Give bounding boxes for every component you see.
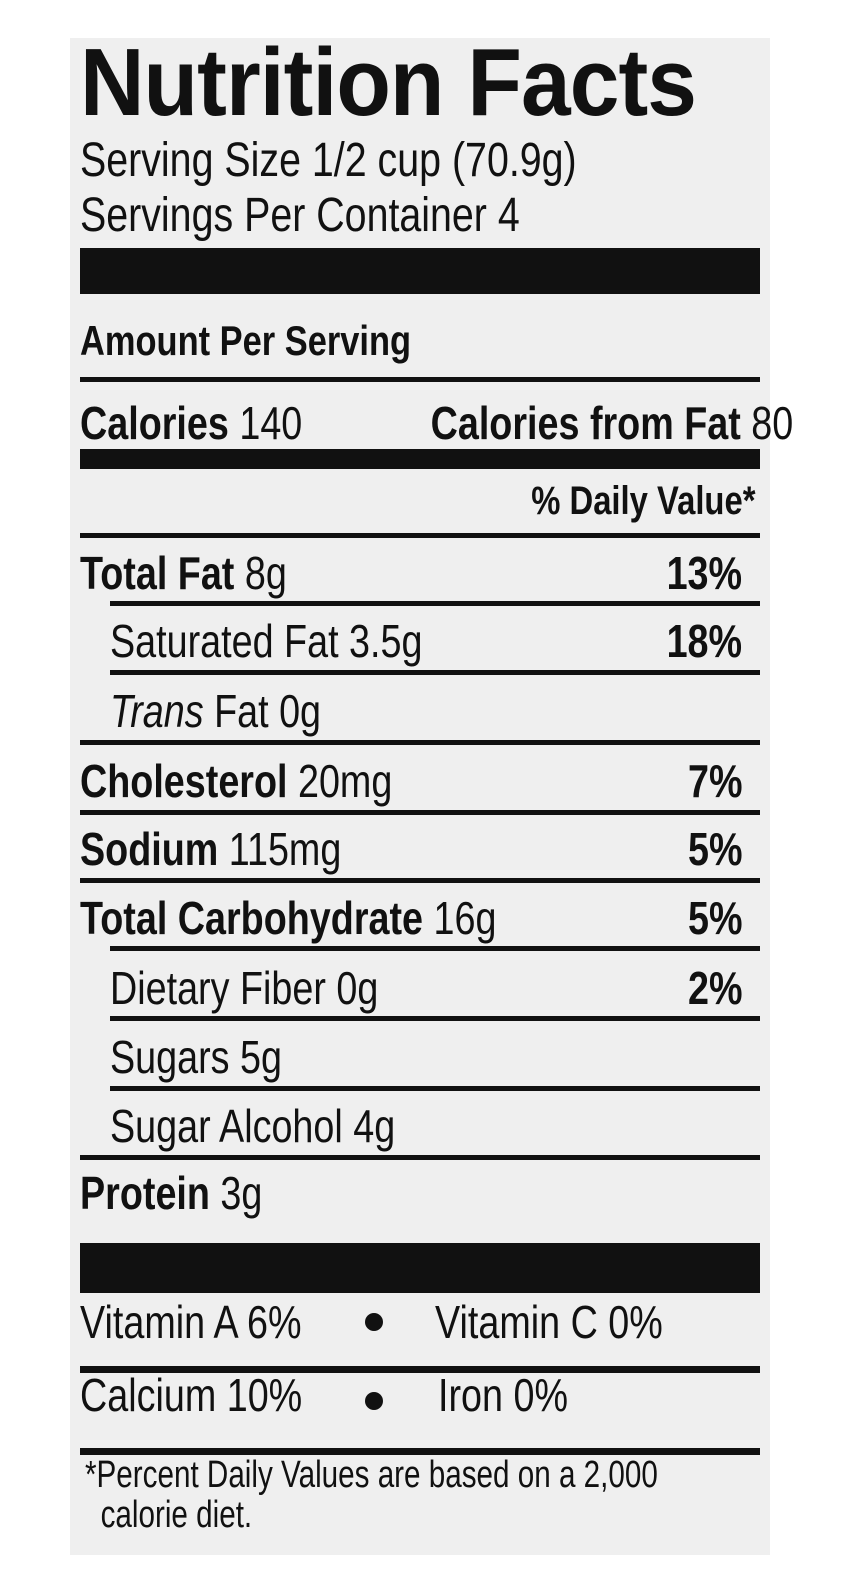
calories-fat: Calories from Fat 80 bbox=[431, 390, 794, 456]
calories-fat-label: Calories from Fat bbox=[430, 397, 741, 449]
nutrient-row-sodium: Sodium 115mg 5% bbox=[80, 816, 760, 882]
nutrient-label: Sugars bbox=[110, 1031, 230, 1083]
medium-divider bbox=[80, 449, 760, 469]
nutrient-amount: 3g bbox=[220, 1167, 263, 1219]
nutrient-label: Total Carbohydrate bbox=[80, 892, 424, 944]
nutrient-name: Cholesterol 20mg bbox=[80, 748, 392, 814]
serving-size-text: Serving Size 1/2 cup (70.9g) bbox=[80, 134, 577, 187]
nutrient-amount: 16g bbox=[433, 892, 497, 944]
vitamin-left: Vitamin A 6% bbox=[80, 1296, 302, 1348]
nutrient-dv: 2% bbox=[687, 962, 742, 1014]
calories-label: Calories bbox=[80, 397, 229, 449]
nutrient-row-sugars: Sugars 5g bbox=[80, 1024, 760, 1090]
nutrient-amount: Fat 0g bbox=[214, 685, 322, 737]
nutrient-amount: 5g bbox=[239, 1031, 282, 1083]
nutrient-label: Trans bbox=[110, 685, 204, 737]
nutrient-dv: 13% bbox=[666, 547, 742, 599]
divider bbox=[80, 878, 760, 883]
divider bbox=[80, 1155, 760, 1160]
nutrient-label: Sodium bbox=[80, 823, 219, 875]
nutrient-row-dietary-fiber: Dietary Fiber 0g 2% bbox=[80, 955, 760, 1021]
calories-left: Calories 140 bbox=[80, 390, 302, 456]
nutrient-amount: 115mg bbox=[228, 823, 342, 875]
nutrient-amount: 20mg bbox=[297, 755, 393, 807]
nutrient-name: Sodium 115mg bbox=[80, 816, 341, 882]
vitamin-right: Vitamin C 0% bbox=[435, 1296, 663, 1348]
thick-divider bbox=[80, 248, 760, 294]
bullet-icon bbox=[365, 1313, 383, 1331]
nutrient-amount: 4g bbox=[353, 1100, 396, 1152]
nutrient-name: Saturated Fat 3.5g bbox=[110, 608, 422, 674]
nutrient-amount: 8g bbox=[244, 547, 287, 599]
nutrient-dv: 5% bbox=[687, 823, 742, 875]
divider bbox=[80, 1366, 760, 1373]
nutrient-dv: 5% bbox=[687, 892, 742, 944]
nutrient-row-trans-fat: Trans Fat 0g bbox=[80, 678, 760, 744]
nutrient-row-total-carbohydrate: Total Carbohydrate 16g 5% bbox=[80, 885, 760, 951]
servings-per-container: Servings Per Container 4 bbox=[80, 190, 760, 242]
nutrient-name: Sugar Alcohol 4g bbox=[110, 1093, 395, 1159]
divider bbox=[80, 810, 760, 815]
amount-per-serving: Amount Per Serving bbox=[80, 315, 760, 367]
nutrient-name: Dietary Fiber 0g bbox=[110, 955, 378, 1021]
nutrient-label: Protein bbox=[80, 1167, 210, 1219]
nutrient-label: Cholesterol bbox=[80, 755, 288, 807]
nutrient-label: Dietary Fiber bbox=[110, 962, 326, 1014]
nutrient-label: Saturated Fat bbox=[110, 615, 339, 667]
footnote: *Percent Daily Values are based on a 2,0… bbox=[80, 1455, 765, 1535]
nutrient-row-total-fat: Total Fat 8g 13% bbox=[80, 540, 760, 606]
nutrient-name: Protein 3g bbox=[80, 1160, 262, 1226]
nutrient-row-cholesterol: Cholesterol 20mg 7% bbox=[80, 748, 760, 814]
divider bbox=[110, 670, 760, 675]
calories-fat-value: 80 bbox=[751, 397, 794, 449]
footnote-line-2: calorie diet. bbox=[100, 1494, 253, 1536]
label-title: Nutrition Facts bbox=[80, 29, 760, 136]
nutrient-name: Total Carbohydrate 16g bbox=[80, 885, 496, 951]
mineral-left: Calcium 10% bbox=[80, 1369, 303, 1421]
footnote-line-1: *Percent Daily Values are based on a 2,0… bbox=[85, 1454, 658, 1496]
nutrient-amount: 0g bbox=[336, 962, 379, 1014]
amount-per-serving-text: Amount Per Serving bbox=[80, 317, 412, 364]
divider bbox=[80, 377, 760, 382]
nutrient-dv: 18% bbox=[666, 615, 742, 667]
nutrient-row-protein: Protein 3g bbox=[80, 1160, 760, 1226]
nutrient-name: Sugars 5g bbox=[110, 1024, 282, 1090]
divider bbox=[110, 601, 760, 606]
calories-value: 140 bbox=[239, 397, 303, 449]
nutrient-label: Total Fat bbox=[80, 547, 235, 599]
divider bbox=[110, 946, 760, 951]
serving-size: Serving Size 1/2 cup (70.9g) bbox=[80, 135, 760, 187]
nutrient-row-sugar-alcohol: Sugar Alcohol 4g bbox=[80, 1093, 760, 1159]
divider bbox=[110, 1016, 760, 1021]
nutrient-name: Total Fat 8g bbox=[80, 540, 287, 606]
calories-row: Calories 140 Calories from Fat 80 bbox=[80, 390, 793, 456]
vitamin-row: Vitamin A 6% Vitamin C 0% bbox=[80, 1282, 760, 1362]
mineral-row: Calcium 10% Iron 0% bbox=[80, 1355, 760, 1435]
servings-text: Servings Per Container 4 bbox=[80, 189, 520, 242]
title-text: Nutrition Facts bbox=[80, 29, 697, 136]
divider bbox=[80, 533, 760, 538]
mineral-right: Iron 0% bbox=[438, 1369, 568, 1421]
divider bbox=[80, 1448, 760, 1455]
thick-divider bbox=[80, 1243, 760, 1293]
bullet-icon bbox=[365, 1392, 383, 1410]
nutrient-label: Sugar Alcohol bbox=[110, 1100, 343, 1152]
nutrient-name: Trans Fat 0g bbox=[110, 678, 321, 744]
divider bbox=[80, 740, 760, 745]
nutrient-amount: 3.5g bbox=[349, 615, 423, 667]
divider bbox=[110, 1086, 760, 1091]
nutrient-row-saturated-fat: Saturated Fat 3.5g 18% bbox=[80, 608, 760, 674]
daily-value-text: % Daily Value* bbox=[530, 479, 755, 523]
daily-value-header: % Daily Value* bbox=[80, 475, 760, 527]
nutrient-dv: 7% bbox=[687, 755, 742, 807]
